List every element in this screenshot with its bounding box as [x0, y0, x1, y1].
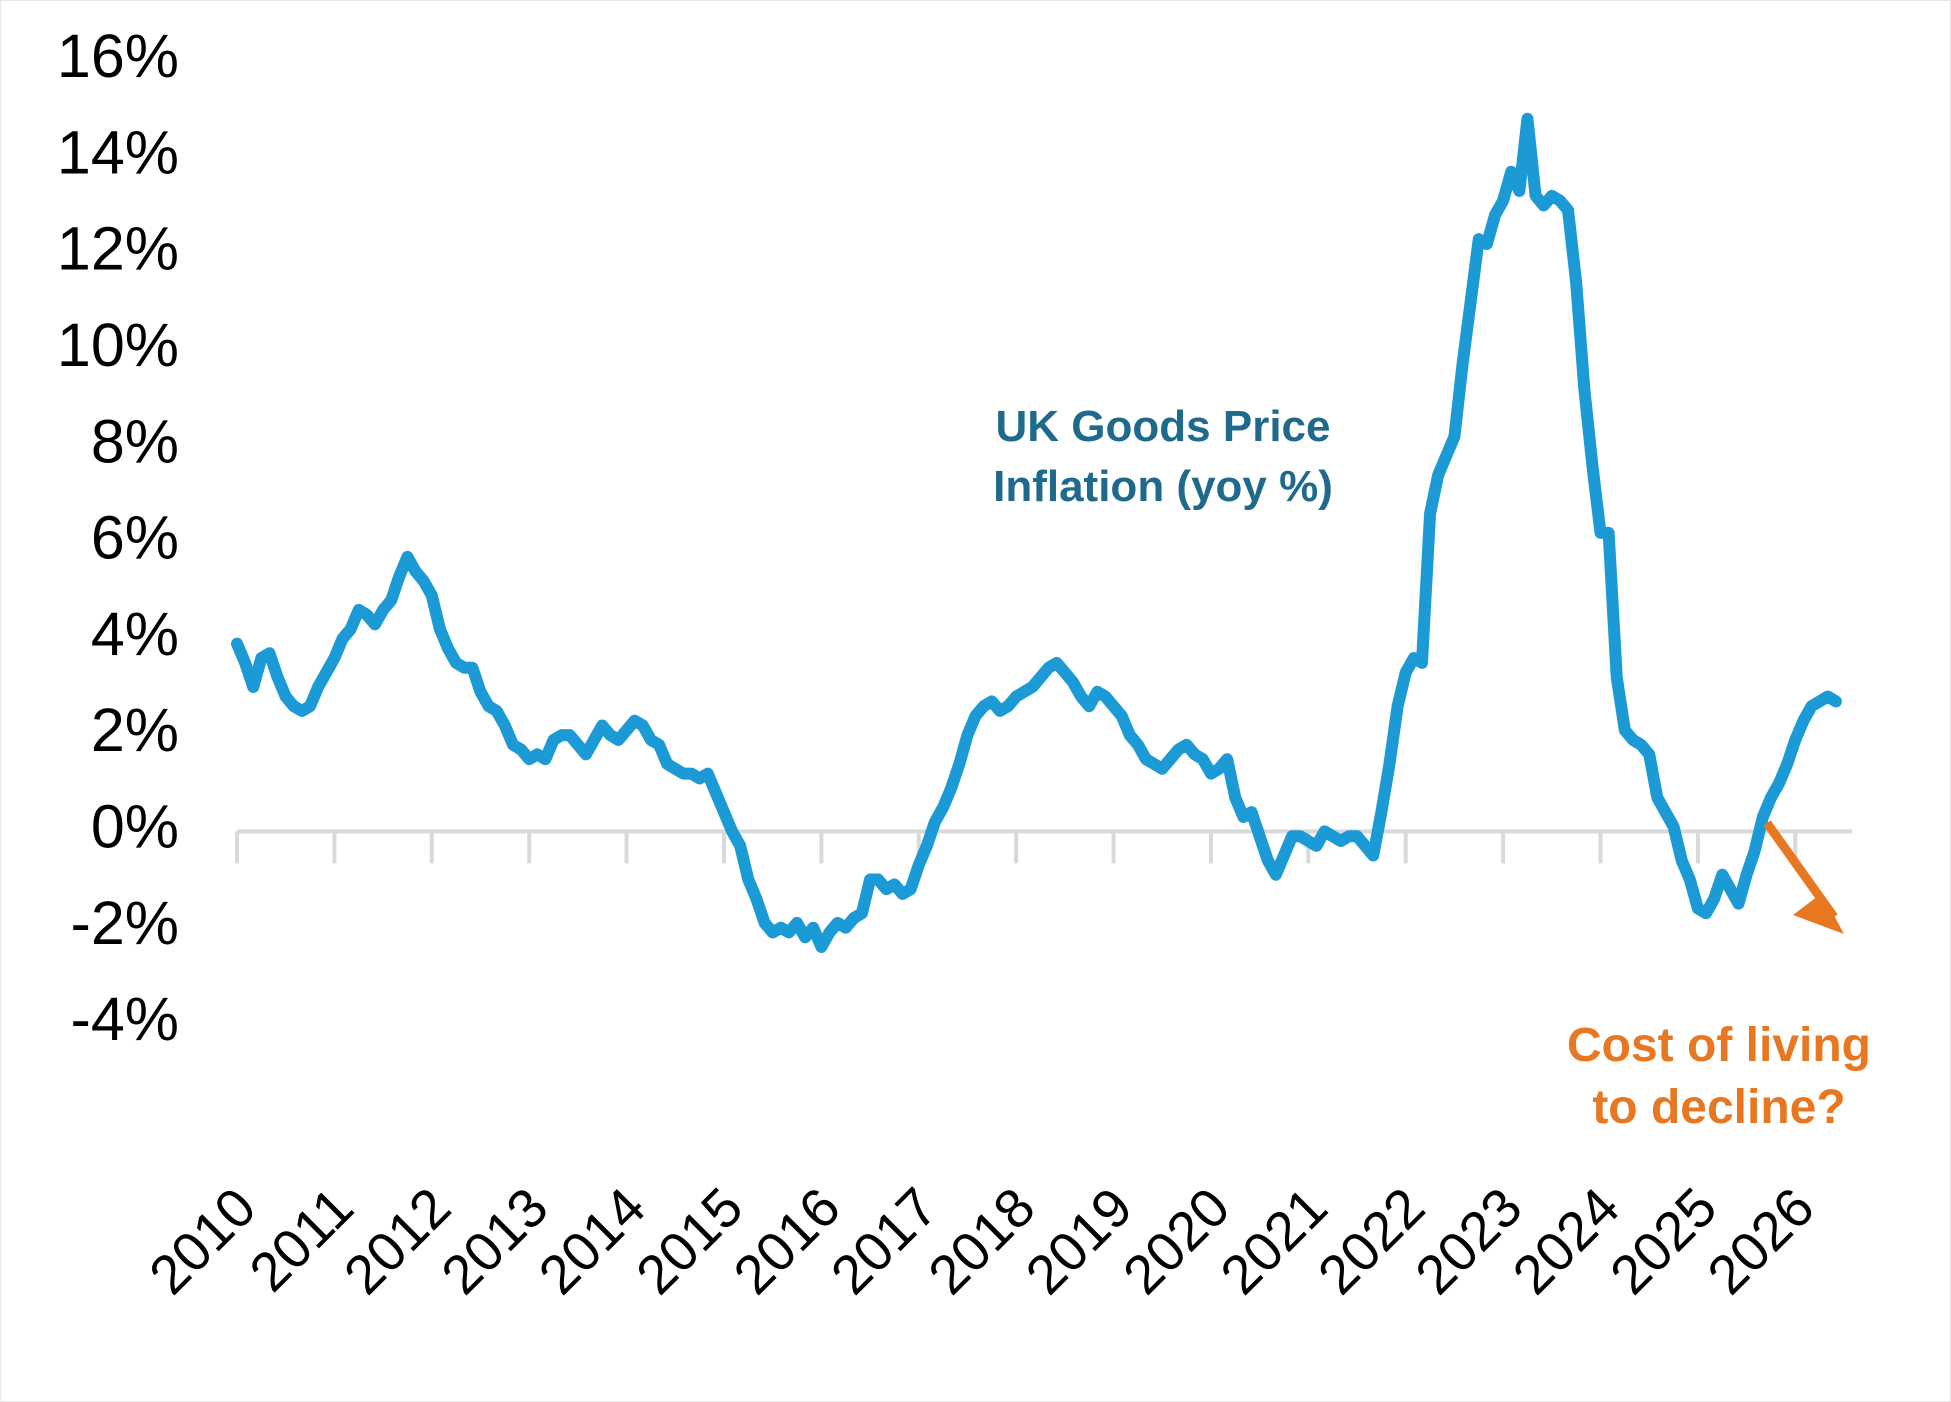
series-annotation: UK Goods Price Inflation (yoy %)	[993, 402, 1333, 511]
callout-line2: to decline?	[1592, 1081, 1845, 1134]
x-axis-zero-line	[235, 829, 1852, 864]
callout-line1: Cost of living	[1567, 1019, 1871, 1072]
y-axis-tick-label: 12%	[57, 215, 179, 283]
y-axis-tick-label: 2%	[91, 696, 179, 764]
y-axis-tick-label: 16%	[57, 22, 179, 90]
arrow-head-icon	[1793, 893, 1844, 934]
y-axis-tick-label: 0%	[91, 793, 179, 861]
y-axis-tick-label: -2%	[71, 889, 179, 957]
y-axis-tick-label: 4%	[91, 600, 179, 668]
y-axis-tick-label: -4%	[71, 985, 179, 1053]
series-line-uk-goods-price-inflation	[231, 112, 1842, 953]
data-series-group	[231, 112, 1842, 953]
decline-callout: Cost of living to decline?	[1567, 1019, 1871, 1134]
y-axis-tick-labels: 16% 14% 12% 10% 8% 6% 4% 2% 0% -2% -4%	[57, 22, 179, 1053]
y-axis-tick-label: 10%	[57, 311, 179, 379]
series-annotation-line2: Inflation (yoy %)	[993, 462, 1333, 511]
series-annotation-line1: UK Goods Price	[996, 402, 1331, 451]
y-axis-tick-label: 8%	[91, 407, 179, 475]
y-axis-tick-label: 6%	[91, 504, 179, 572]
decline-arrow	[1763, 820, 1844, 934]
y-axis-tick-label: 14%	[57, 118, 179, 186]
